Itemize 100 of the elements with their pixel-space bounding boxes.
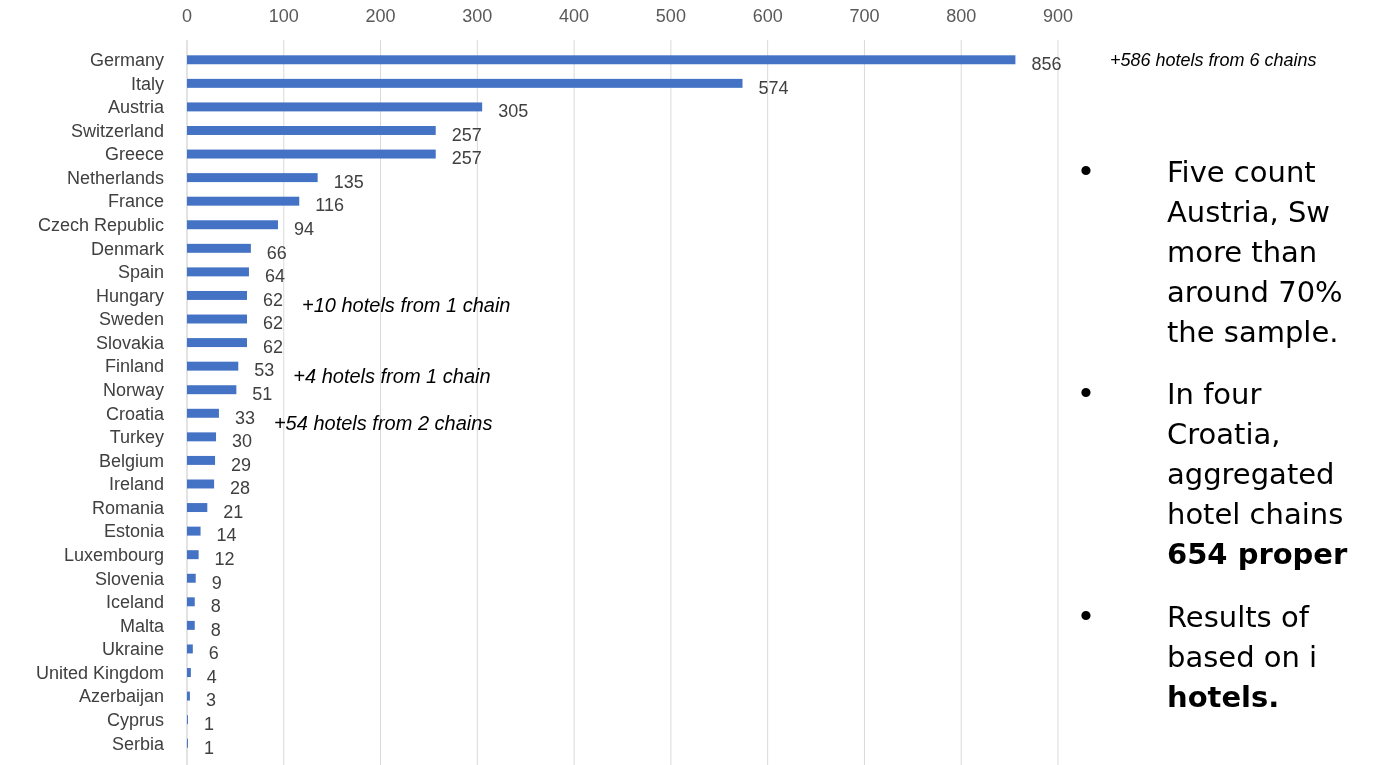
bar (187, 55, 1016, 65)
bar (187, 385, 237, 395)
bar (187, 432, 217, 442)
y-tick-label: Croatia (105, 403, 165, 424)
data-label: 116 (315, 195, 344, 216)
bar (187, 267, 249, 277)
y-tick-label: Czech Republic (37, 215, 164, 236)
y-tick-label: France (107, 191, 164, 212)
y-tick-label: Norway (102, 380, 164, 401)
x-tick-label: 500 (655, 6, 686, 26)
bar (187, 408, 219, 418)
annotation: +4 hotels from 1 chain (293, 365, 491, 388)
y-tick-label: Luxembourg (63, 544, 164, 565)
data-label: 30 (232, 431, 253, 452)
y-tick-label: Azerbaijan (78, 686, 164, 707)
bar (187, 126, 436, 135)
data-label: 53 (254, 360, 275, 381)
y-tick-label: Malta (119, 615, 165, 636)
data-label: 1 (203, 737, 214, 758)
y-tick-label: Germany (89, 50, 164, 71)
y-tick-label: Ukraine (101, 639, 164, 660)
bar (187, 196, 300, 206)
bar (187, 455, 216, 465)
data-label: 66 (266, 242, 287, 263)
y-tick-label: Iceland (105, 592, 164, 613)
bar (187, 149, 436, 159)
bar (187, 573, 196, 583)
data-label: 62 (263, 289, 284, 310)
data-label: 8 (210, 596, 221, 617)
data-label: 135 (333, 171, 364, 192)
annotation: +54 hotels from 2 chains (273, 412, 493, 435)
bar (187, 290, 247, 300)
y-tick-label: Hungary (95, 285, 164, 306)
y-tick-label: Ireland (108, 474, 164, 495)
data-label: 62 (263, 313, 284, 334)
data-label: 8 (210, 619, 221, 640)
data-label: 29 (231, 454, 252, 475)
bar (187, 644, 193, 654)
y-tick-label: Italy (130, 73, 164, 94)
x-tick-label: 400 (559, 6, 590, 26)
data-label: 856 (1031, 54, 1062, 75)
bar (187, 620, 195, 630)
data-label: 257 (451, 148, 482, 169)
y-tick-label: Romania (91, 497, 165, 518)
y-tick-label: Turkey (109, 427, 164, 448)
bar (187, 597, 195, 607)
y-tick-label: Finland (104, 356, 164, 377)
x-tick-label: 300 (462, 6, 493, 26)
y-tick-label: Slovenia (94, 568, 165, 589)
bar (187, 173, 318, 183)
text: • Results of based on i hotels. (1080, 596, 1318, 714)
data-label: 305 (498, 101, 529, 122)
bar (187, 338, 247, 348)
y-tick-label: Cyprus (106, 709, 164, 730)
text: • Five count Austria, Sw more than around 70% the sample. (1080, 151, 1343, 349)
y-tick-label: Estonia (103, 521, 165, 542)
data-label: 257 (451, 124, 482, 145)
y-tick-label: Switzerland (70, 120, 164, 141)
bar (187, 78, 743, 88)
y-tick-label: Denmark (90, 238, 165, 259)
data-label: 64 (264, 266, 285, 287)
bar (187, 220, 278, 230)
bar (187, 668, 191, 677)
y-tick-label: Netherlands (66, 167, 164, 188)
bar (187, 550, 199, 560)
data-label: 1 (203, 713, 214, 734)
data-label: 3 (205, 690, 216, 711)
x-tick-label: 900 (1042, 6, 1074, 26)
data-label: 28 (230, 478, 251, 499)
bar (187, 526, 201, 536)
data-label: 62 (263, 336, 284, 357)
data-label: 51 (252, 384, 273, 405)
bar (187, 243, 251, 253)
data-label: 12 (214, 548, 235, 569)
y-tick-label: Serbia (111, 733, 165, 754)
x-tick-label: 800 (946, 6, 977, 26)
bar (187, 503, 208, 513)
data-label: 21 (223, 501, 244, 522)
data-label: 94 (293, 219, 314, 240)
y-tick-label: United Kingdom (35, 662, 164, 683)
bar (187, 691, 190, 701)
data-label: 4 (206, 666, 217, 687)
y-tick-label: Sweden (98, 309, 164, 330)
text: +586 hotels from 6 chains (1110, 50, 1317, 71)
data-label: 6 (208, 643, 219, 664)
y-tick-label: Spain (117, 262, 164, 283)
y-tick-label: Belgium (98, 450, 164, 471)
y-tick-label: Slovakia (95, 332, 165, 353)
x-tick-label: 200 (365, 6, 396, 26)
bar (187, 361, 239, 371)
text: • In four Croatia, aggregated hotel chains 654 proper (1080, 373, 1348, 571)
data-label: 574 (758, 77, 789, 98)
x-tick-label: 100 (268, 6, 299, 26)
bar (187, 102, 483, 112)
annotation: +10 hotels from 1 chain (302, 294, 511, 317)
x-tick-label: 600 (752, 6, 783, 26)
x-tick-label: 0 (181, 6, 193, 26)
y-tick-label: Greece (104, 144, 164, 165)
data-label: 33 (234, 407, 255, 428)
y-tick-label: Austria (107, 97, 165, 118)
